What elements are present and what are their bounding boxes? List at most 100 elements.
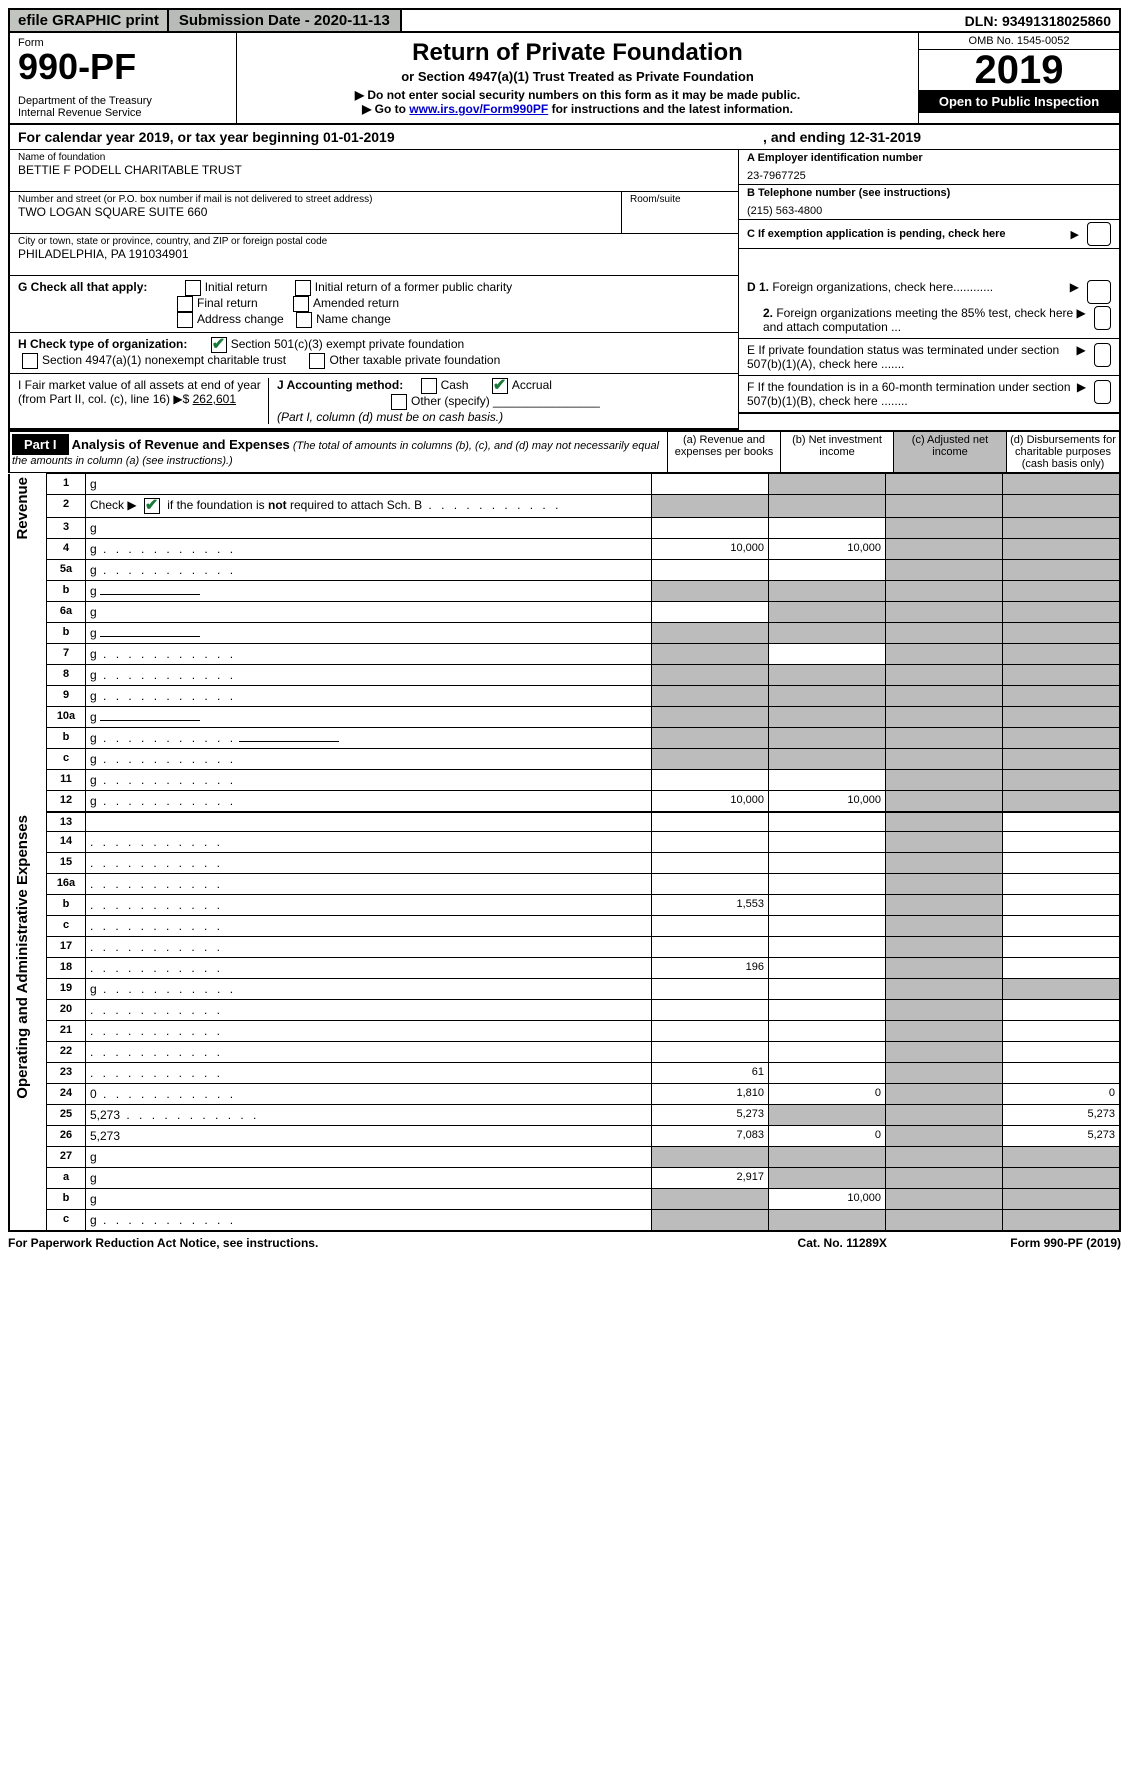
foundation-name: BETTIE F PODELL CHARITABLE TRUST [18,163,730,177]
tax-year: 2019 [919,50,1119,90]
chk-accrual[interactable] [492,378,508,394]
table-row: 18196 [9,958,1120,979]
foundation-name-label: Name of foundation [18,152,730,163]
table-row: 265,2737,08305,273 [9,1126,1120,1147]
chk-cash[interactable] [421,378,437,394]
table-row: 4g10,00010,000 [9,539,1120,560]
part1-header: Part I Analysis of Revenue and Expenses … [8,430,1121,473]
form-number: 990-PF [18,49,228,85]
chk-d1[interactable] [1087,280,1111,304]
part1-label: Part I [12,434,69,455]
chk-other-tax[interactable] [309,353,325,369]
city: PHILADELPHIA, PA 191034901 [18,247,730,261]
table-row: 2401,81000 [9,1084,1120,1105]
table-row: 8g [9,665,1120,686]
col-a-header: (a) Revenue and expenses per books [667,432,780,472]
table-row: 12g10,00010,000 [9,791,1120,813]
calendar-year-row: For calendar year 2019, or tax year begi… [8,125,1121,150]
irs-link[interactable]: www.irs.gov/Form990PF [409,102,548,116]
chk-name[interactable] [296,312,312,328]
check-section: G Check all that apply: Initial return I… [8,276,1121,430]
dln: DLN: 93491318025860 [957,11,1119,31]
footer-cat: Cat. No. 11289X [798,1236,887,1250]
e-row: E If private foundation status was termi… [739,339,1119,376]
room-label: Room/suite [630,194,730,205]
table-row: Revenue1g [9,474,1120,495]
chk-initial[interactable] [185,280,201,296]
table-row: 9g [9,686,1120,707]
dept-treasury: Department of the Treasury [18,95,228,107]
table-row: 21 [9,1021,1120,1042]
tel: (215) 563-4800 [747,205,1111,217]
tel-label: B Telephone number (see instructions) [747,187,1111,199]
h-row: H Check type of organization: Section 50… [10,333,738,374]
table-row: 2361 [9,1063,1120,1084]
f-row: F If the foundation is in a 60-month ter… [739,376,1119,414]
table-row: 11g [9,770,1120,791]
chk-e[interactable] [1094,343,1111,367]
street: TWO LOGAN SQUARE SUITE 660 [18,205,613,219]
table-row: ag2,917 [9,1168,1120,1189]
table-row: bg [9,581,1120,602]
submission-date: Submission Date - 2020-11-13 [169,10,402,31]
table-row: 20 [9,1000,1120,1021]
g-row: G Check all that apply: Initial return I… [10,276,738,333]
table-row: 10ag [9,707,1120,728]
form-title: Return of Private Foundation [241,39,914,67]
table-row: 3g [9,518,1120,539]
footer-left: For Paperwork Reduction Act Notice, see … [8,1236,318,1250]
d-row: D 1. Foreign organizations, check here..… [739,276,1119,339]
table-row: 15 [9,853,1120,874]
j-note: (Part I, column (d) must be on cash basi… [277,410,503,424]
chk-sch-b[interactable] [144,498,160,514]
chk-address[interactable] [177,312,193,328]
table-row: 27g [9,1147,1120,1168]
chk-f[interactable] [1094,380,1111,404]
table-row: b1,553 [9,895,1120,916]
table-row: 255,2735,2735,273 [9,1105,1120,1126]
ein: 23-7967725 [747,170,1111,182]
i-value: 262,601 [193,392,236,406]
chk-amended[interactable] [293,296,309,312]
form-header: Form 990-PF Department of the Treasury I… [8,33,1121,125]
city-label: City or town, state or province, country… [18,236,730,247]
table-row: bg [9,728,1120,749]
table-row: bg [9,623,1120,644]
table-row: cg [9,1210,1120,1232]
table-row: bg10,000 [9,1189,1120,1210]
col-d-header: (d) Disbursements for charitable purpose… [1006,432,1119,472]
table-row: 5ag [9,560,1120,581]
c-checkbox[interactable] [1087,222,1111,246]
irs: Internal Revenue Service [18,107,228,119]
table-row: 6ag [9,602,1120,623]
efile-print-btn[interactable]: efile GRAPHIC print [10,10,169,31]
chk-501c3[interactable] [211,337,227,353]
footer: For Paperwork Reduction Act Notice, see … [8,1232,1121,1254]
open-public: Open to Public Inspection [919,90,1119,113]
col-b-header: (b) Net investment income [780,432,893,472]
table-row: 22 [9,1042,1120,1063]
table-row: 16a [9,874,1120,895]
table-row: 7g [9,644,1120,665]
part1-table: Revenue1g2Check ▶ if the foundation is n… [8,473,1121,1232]
chk-d2[interactable] [1094,306,1111,330]
chk-4947[interactable] [22,353,38,369]
side-expenses: Operating and Administrative Expenses [14,815,31,1099]
note-ssn: ▶ Do not enter social security numbers o… [241,88,914,102]
top-bar: efile GRAPHIC print Submission Date - 20… [8,8,1121,33]
ein-label: A Employer identification number [747,152,1111,164]
note-link: ▶ Go to www.irs.gov/Form990PF for instru… [241,102,914,116]
street-label: Number and street (or P.O. box number if… [18,194,613,205]
identity-block: Name of foundation BETTIE F PODELL CHARI… [8,150,1121,276]
table-row: 2Check ▶ if the foundation is not requir… [9,495,1120,518]
chk-initial-former[interactable] [295,280,311,296]
footer-form: Form 990-PF (2019) [1010,1236,1121,1250]
table-row: 17 [9,937,1120,958]
table-row: 14 [9,832,1120,853]
chk-other-method[interactable] [391,394,407,410]
table-row: cg [9,749,1120,770]
col-c-header: (c) Adjusted net income [893,432,1006,472]
table-row: c [9,916,1120,937]
table-row: Operating and Administrative Expenses13 [9,812,1120,832]
chk-final[interactable] [177,296,193,312]
